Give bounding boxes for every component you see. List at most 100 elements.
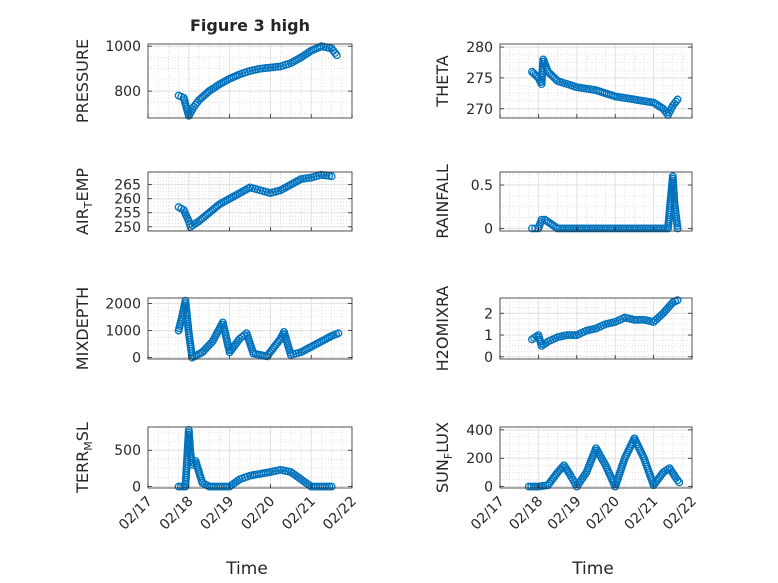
series-markers	[528, 172, 682, 233]
x-tick-label: 02/19	[545, 494, 585, 534]
data-point	[673, 95, 682, 104]
y-tick-label: 1000	[105, 324, 141, 340]
data-point	[256, 64, 265, 73]
series-markers	[528, 296, 682, 350]
data-point	[266, 63, 275, 72]
data-point-trace	[325, 482, 334, 491]
data-point-trace	[258, 64, 267, 73]
x-tick-label: 02/18	[506, 494, 546, 534]
x-tick-label: 02/22	[660, 494, 700, 534]
data-point-trace	[662, 108, 671, 117]
y-tick-label: 280	[466, 40, 493, 56]
data-point-trace	[261, 64, 270, 73]
data-point-trace	[532, 482, 540, 491]
data-point	[327, 172, 336, 181]
x-tick-label: 02/17	[116, 494, 156, 534]
data-point-trace	[233, 476, 242, 485]
axes-box	[499, 43, 693, 119]
y-tick-label: 0	[132, 480, 141, 496]
subplot-7: 0 500 TERRMSL 02/17 02/18 02/19 02/20 02/21 02/2…	[73, 422, 360, 579]
subplot-2: 270 275 280 THETA	[433, 40, 693, 119]
y-tick-label: 0	[132, 351, 141, 367]
subplot-1: 800 1000 PRESSURE	[73, 39, 353, 123]
x-tick-label: 02/17	[468, 494, 508, 534]
data-point-trace	[581, 470, 589, 479]
series-markers	[528, 55, 682, 119]
axes-box	[499, 297, 693, 360]
subplot-5: 0 1000 2000 MIXDEPTH	[73, 287, 353, 370]
axes-box	[147, 297, 353, 360]
subplot-6: 0 1 2 H2OMIXRA	[433, 286, 693, 372]
axes-box	[499, 171, 693, 232]
y-tick-label: 265	[114, 178, 141, 194]
data-point	[537, 215, 546, 224]
data-point-trace	[274, 62, 282, 71]
series-markers	[524, 434, 684, 491]
y-tick-label: 2000	[105, 296, 141, 312]
y-tick-label: 2	[484, 306, 493, 322]
data-point-trace	[637, 315, 646, 324]
y-tick-label: 1	[484, 328, 493, 344]
data-point-trace	[176, 482, 185, 491]
series-markers	[174, 170, 336, 231]
plot-area	[500, 172, 692, 231]
subplot-4: 0 0.5 RAINFALL	[433, 164, 693, 239]
data-point	[673, 224, 682, 233]
y-tick-label: 1000	[105, 39, 141, 55]
data-point-trace	[673, 476, 682, 485]
y-tick-label: 250	[114, 220, 141, 236]
x-tick-label: 02/21	[279, 494, 319, 534]
subplot-8: 0 200 400 SUNFLUX 02/1702/1802/1902/2002/210…	[433, 422, 700, 579]
axes-box	[147, 171, 353, 232]
y-axis-label: SUNFLUX	[433, 422, 455, 493]
y-axis-label: H2OMIXRA	[433, 286, 452, 372]
data-point-trace	[271, 63, 280, 71]
data-point-trace	[568, 331, 576, 339]
y-tick-label: 0	[484, 350, 493, 366]
y-tick-label: 0	[484, 221, 493, 237]
y-tick-label: 400	[466, 423, 493, 439]
axes-box	[147, 43, 353, 119]
axes-box	[499, 426, 693, 489]
data-point	[673, 296, 682, 305]
y-axis-label: AIRTEMP	[73, 168, 95, 235]
data-point-trace	[570, 331, 579, 339]
x-axis-label: Time	[225, 559, 268, 579]
x-tick-label: 02/19	[198, 494, 238, 534]
data-point	[334, 329, 343, 338]
y-axis-label: MIXDEPTH	[73, 287, 92, 370]
x-tick-label: 02/20	[583, 494, 623, 534]
axes-box	[147, 426, 353, 489]
figure-title: Figure 3 high	[190, 16, 310, 35]
y-axis-label: THETA	[433, 55, 452, 107]
data-point-trace	[223, 482, 232, 491]
data-point-trace	[672, 97, 680, 106]
series-markers	[174, 42, 341, 120]
y-tick-label: 275	[466, 71, 493, 87]
x-axis-label: Time	[571, 559, 614, 579]
y-axis-label: PRESSURE	[73, 39, 92, 123]
y-tick-label: 500	[114, 443, 141, 459]
y-axis-label: TERRMSL	[73, 422, 95, 494]
x-tick-label: 02/22	[320, 494, 360, 534]
y-tick-label: 270	[466, 102, 493, 118]
series-markers	[174, 296, 343, 362]
y-axis-label: RAINFALL	[433, 164, 452, 239]
y-tick-label: 200	[466, 451, 493, 467]
data-point-trace	[323, 482, 332, 491]
data-point	[332, 51, 341, 60]
data-point-trace	[558, 463, 567, 472]
data-point-trace	[331, 49, 339, 57]
x-tick-label: 02/21	[622, 494, 662, 534]
y-tick-label: 800	[114, 84, 141, 100]
data-point-trace	[552, 75, 560, 84]
series-markers	[174, 425, 336, 491]
y-tick-label: 260	[114, 192, 141, 208]
y-tick-label: 255	[114, 206, 141, 222]
data-point	[327, 482, 336, 491]
data-point-trace	[263, 63, 272, 72]
data-point	[675, 478, 684, 487]
y-tick-label: 0.5	[471, 178, 493, 194]
